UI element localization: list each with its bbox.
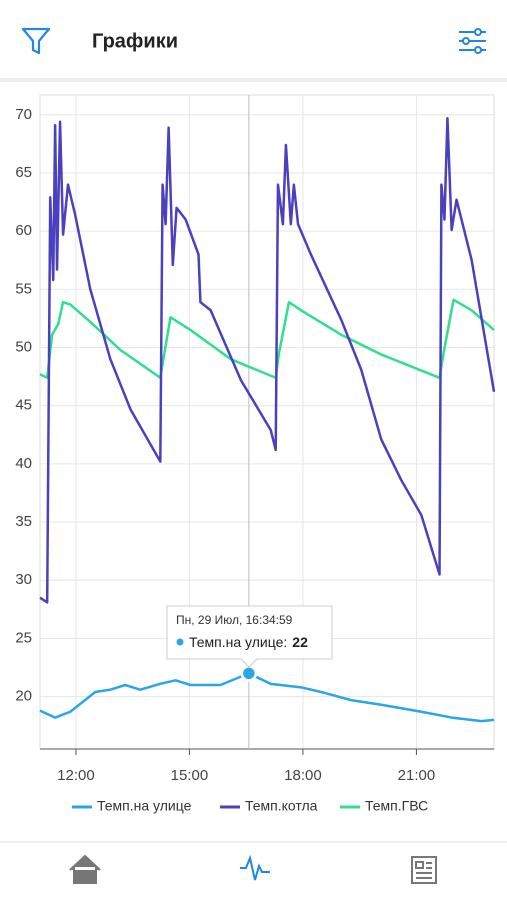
x-tick-label: 15:00 [171, 767, 209, 784]
y-tick-label: 25 [15, 629, 32, 646]
legend-label: Темп.котла [245, 798, 318, 814]
legend-label: Темп.ГВС [365, 798, 428, 814]
y-tick-label: 30 [15, 571, 32, 588]
tooltip-box [166, 605, 333, 668]
x-tick-label: 12:00 [57, 767, 95, 784]
series-line [39, 672, 495, 723]
tooltip-text: Темп.на улице: 22 [189, 634, 308, 650]
header [0, 0, 507, 78]
tooltip-label: Темп.на улице: [189, 634, 287, 650]
y-tick-label: 70 [15, 106, 32, 123]
nav-charts[interactable] [240, 854, 270, 881]
tooltip-dot [176, 638, 184, 646]
x-tick-label: 18:00 [284, 767, 322, 784]
x-tick-label: 21:00 [398, 767, 436, 784]
legend-label: Темп.на улице [97, 798, 192, 814]
series-line [39, 117, 496, 604]
chart: 20 25 30 35 40 45 50 55 60 65 70 12:00 15:00 18:00 21:… [15, 94, 496, 814]
y-tick-label: 40 [15, 455, 32, 472]
tooltip: Пн, 29 Июл, 16:34:59 Темп.на улице: 22 [166, 605, 333, 668]
filter-icon[interactable] [21, 27, 51, 55]
y-tick-label: 20 [15, 688, 32, 705]
tooltip-value: 22 [292, 634, 308, 650]
y-tick-label: 50 [15, 338, 32, 355]
header-shadow [0, 78, 507, 82]
settings-icon[interactable] [459, 28, 486, 54]
header-title: Графики [92, 30, 178, 52]
y-tick-label: 65 [15, 164, 32, 181]
tooltip-title: Пн, 29 Июл, 16:34:59 [176, 613, 293, 627]
y-tick-label: 35 [15, 513, 32, 530]
hover-point [240, 665, 258, 682]
y-tick-label: 60 [15, 222, 32, 239]
nav-news[interactable] [411, 856, 437, 884]
y-tick-label: 55 [15, 280, 32, 297]
y-tick-label: 45 [15, 397, 32, 414]
nav-home[interactable] [69, 854, 101, 884]
